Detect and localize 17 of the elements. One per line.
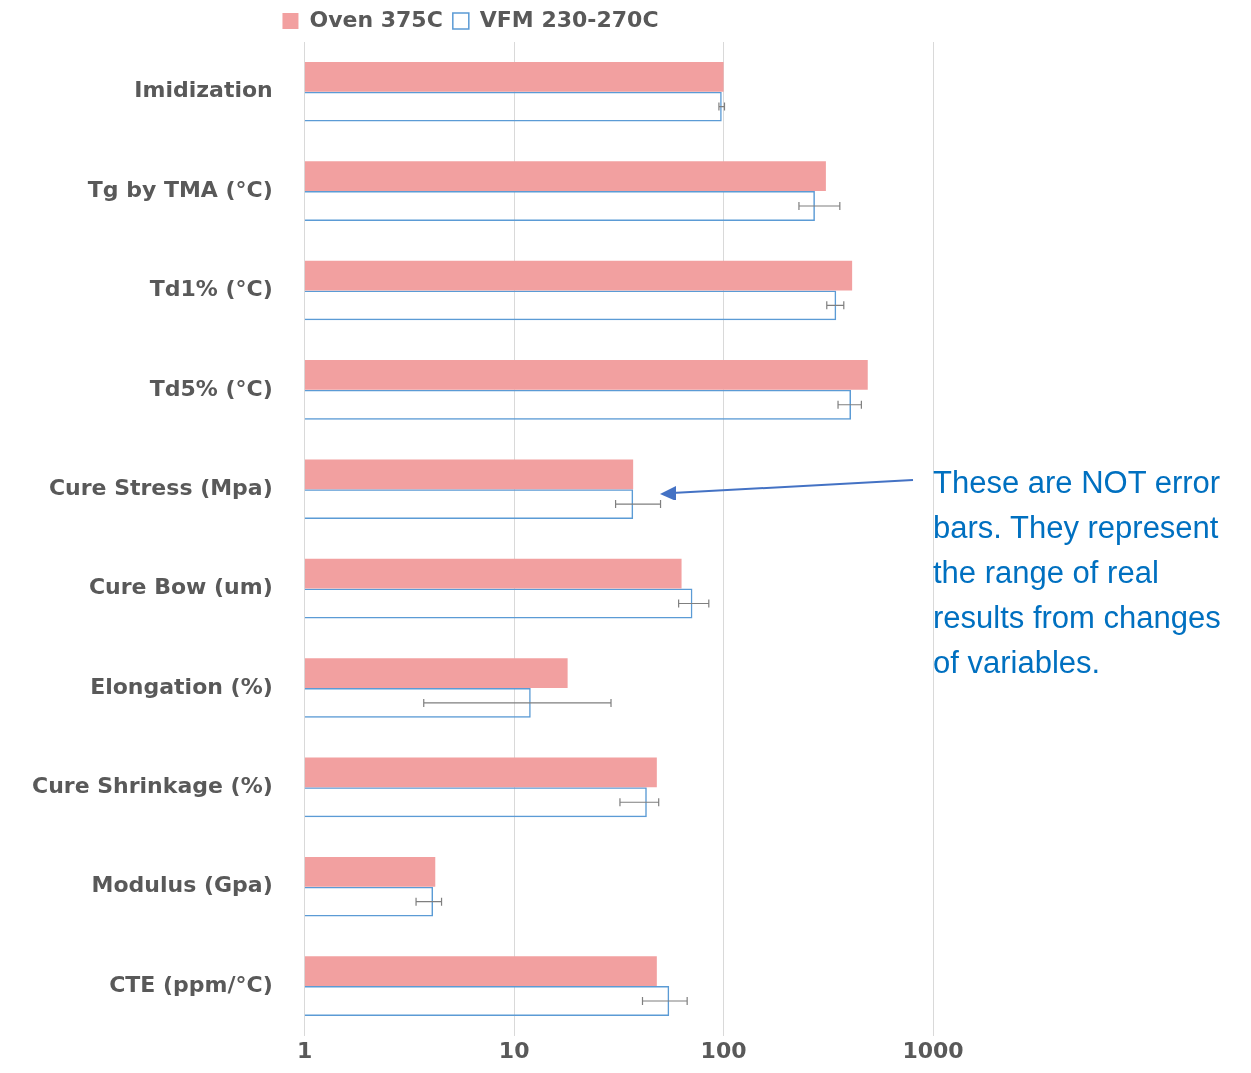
- x-tick-label: 1000: [902, 1037, 964, 1063]
- y-tick-label: Cure Shrinkage (%): [31, 773, 273, 799]
- y-tick-label: Elongation (%): [90, 673, 273, 699]
- annotation: These are NOT error bars. They represent the range of real results from changes of variables.: [933, 464, 1222, 682]
- y-tick-label: Cure Bow (um): [88, 574, 273, 600]
- y-tick-label: Td1% (°C): [149, 276, 273, 302]
- y-tick-label: Cure Stress (Mpa): [48, 474, 273, 500]
- y-tick-label: Td5% (°C): [149, 375, 273, 401]
- y-tick-label: Tg by TMA (°C): [87, 176, 273, 202]
- y-tick-label: Modulus (Gpa): [91, 872, 273, 898]
- y-tick-label: Imidization: [134, 77, 273, 103]
- x-tick-label: 100: [700, 1037, 747, 1063]
- legend-label: Oven 375C: [309, 6, 443, 32]
- x-tick-label: 10: [498, 1037, 530, 1063]
- x-tick-label: 1: [297, 1037, 313, 1063]
- legend-label: VFM 230-270C: [479, 6, 659, 32]
- y-tick-label: CTE (ppm/°C): [109, 971, 273, 997]
